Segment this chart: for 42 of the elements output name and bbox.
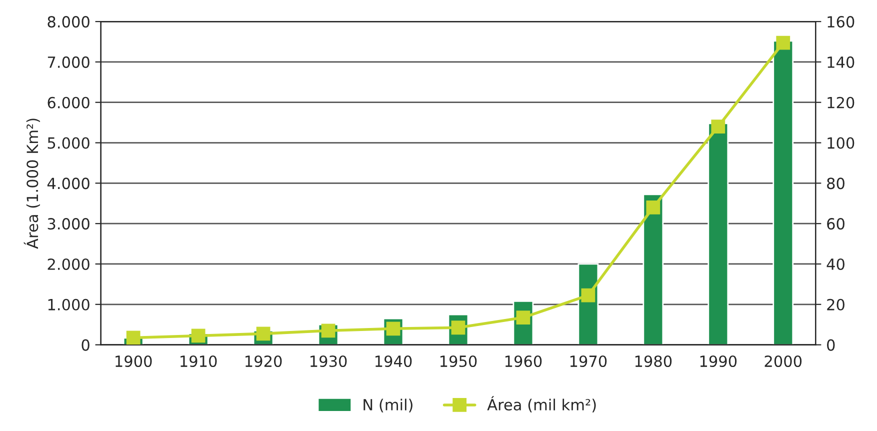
y2-tick-label: 160	[828, 16, 854, 28]
point	[191, 328, 206, 343]
point	[126, 330, 140, 345]
legend-label: Área (mil km²)	[487, 396, 596, 412]
y2-tick-label: 80	[827, 178, 844, 190]
y-axis-title: Área (1.000 Km²)	[24, 118, 40, 249]
y-tick-label: 7.000	[48, 56, 90, 68]
y2-tick-label: 0	[827, 339, 835, 351]
y2-tick-label: 40	[826, 258, 844, 270]
y-tick-label: 8.000	[48, 16, 90, 28]
y2-tick-label: 20	[827, 298, 844, 310]
bar	[642, 194, 664, 345]
y2-tick-label: 120	[828, 96, 854, 108]
y2-tick-label: 140	[828, 56, 854, 68]
y-tick-label: 1.000	[48, 298, 90, 310]
y-tick-label: 3.000	[48, 218, 90, 230]
y-tick-label: 5.000	[48, 137, 90, 149]
y2-tick-label: 60	[827, 218, 844, 230]
point	[646, 200, 660, 214]
x-tick-label: 1960	[505, 355, 542, 368]
x-tick-label: 1950	[440, 355, 477, 368]
x-tick-label: 1930	[310, 355, 347, 368]
y-tick-label: 6.000	[48, 96, 90, 108]
point	[256, 326, 270, 341]
bar	[708, 122, 729, 345]
bar	[772, 40, 794, 345]
y-tick-label: 2.000	[48, 258, 90, 270]
x-tick-label: 1990	[700, 355, 737, 368]
x-tick-label: 1900	[116, 355, 152, 368]
x-tick-label: 1940	[375, 355, 412, 368]
legend-label: N (mil)	[364, 398, 412, 412]
y-tick-label: 4.000	[47, 178, 90, 190]
point	[776, 36, 790, 50]
x-tick-label: 1920	[246, 355, 282, 368]
point	[581, 288, 596, 302]
x-tick-label: 1980	[635, 355, 672, 368]
x-tick-label: 2000	[764, 355, 802, 368]
x-tick-label: 1970	[570, 355, 607, 368]
y2-tick-label: 100	[828, 137, 854, 149]
point	[711, 120, 726, 134]
y-tick-label: 0	[82, 339, 90, 351]
x-tick-label: 1910	[180, 355, 217, 368]
